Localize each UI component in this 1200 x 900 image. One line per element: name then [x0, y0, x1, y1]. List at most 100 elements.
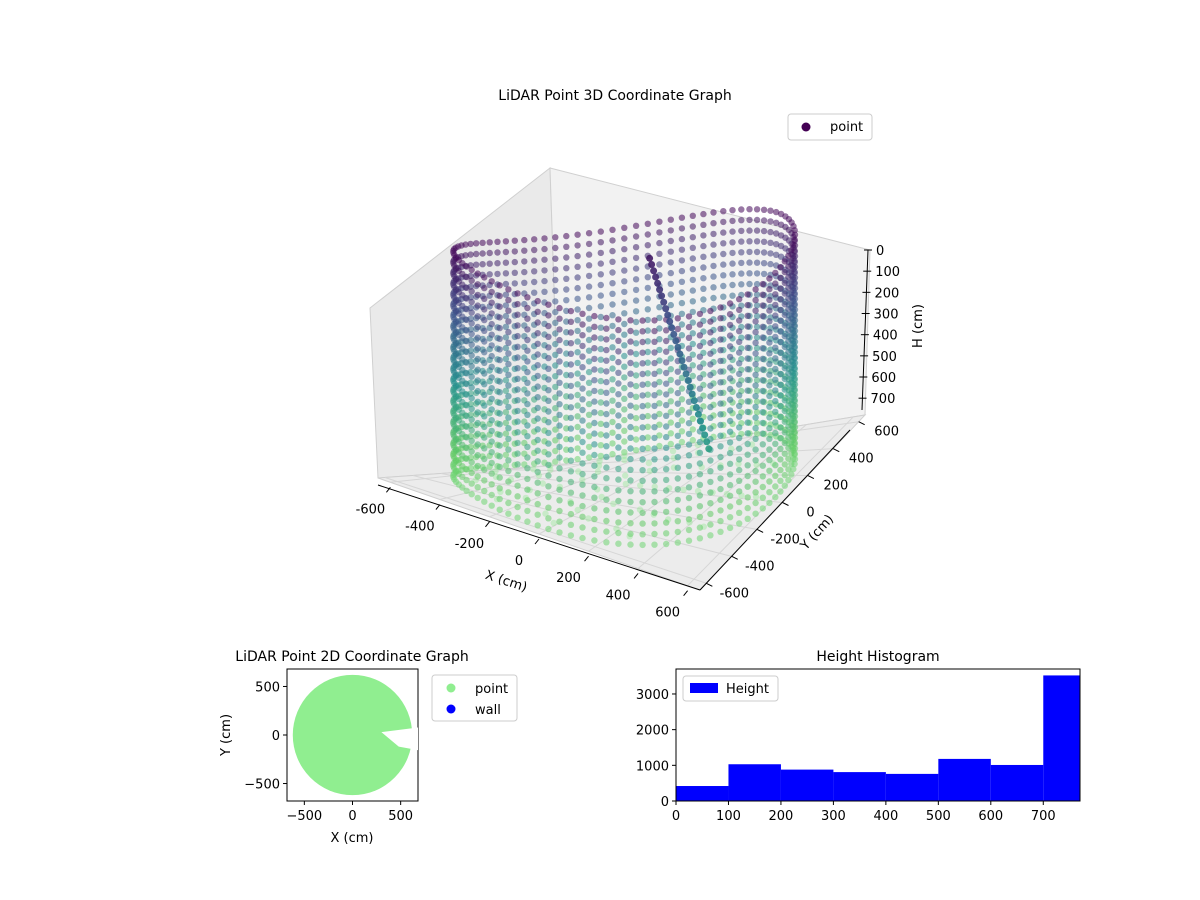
data-point [772, 451, 779, 458]
data-point [552, 351, 559, 358]
data-point [753, 323, 761, 330]
data-point [790, 433, 797, 441]
data-point [656, 239, 663, 247]
data-point [505, 499, 512, 507]
data-point [468, 426, 475, 434]
data-point [777, 392, 784, 399]
data-point [759, 334, 766, 341]
data-point [603, 410, 610, 418]
data-point [663, 337, 670, 345]
data-point [663, 519, 670, 526]
data-point [788, 300, 795, 307]
histogram-bar [938, 758, 991, 801]
data-point [468, 330, 475, 338]
data-point [556, 465, 563, 472]
data-point [753, 355, 761, 362]
data-point [556, 379, 563, 386]
data-point [514, 439, 521, 447]
data-point [690, 397, 698, 405]
data-point [563, 414, 570, 421]
data-point [753, 259, 761, 266]
data-point [534, 522, 541, 529]
data-point [632, 222, 640, 229]
data-point [772, 462, 779, 469]
data-point [738, 238, 745, 245]
data-point [772, 333, 779, 341]
data-point [627, 434, 634, 441]
data-point [603, 368, 610, 375]
data-point [667, 376, 674, 384]
data-point [639, 370, 646, 378]
data-point [574, 317, 581, 324]
data-point [591, 312, 598, 320]
data-point [481, 498, 488, 505]
data-point [788, 439, 795, 446]
data-point [781, 429, 788, 436]
data-point [639, 381, 646, 388]
data-point [766, 318, 773, 325]
data-point [473, 240, 480, 247]
z-tick-label-3d: 0 [876, 244, 884, 259]
data-point [767, 228, 774, 236]
data-point [627, 349, 634, 356]
data-point [627, 359, 634, 367]
z-tick-label-3d: 300 [874, 308, 899, 323]
data-point [689, 244, 696, 251]
data-point [753, 248, 761, 256]
data-point [674, 432, 681, 439]
data-point [524, 422, 531, 429]
data-point [615, 433, 622, 441]
x-axis-label-3d: X (cm) [483, 568, 529, 596]
data-point [760, 238, 768, 245]
data-point [744, 451, 751, 458]
data-point [766, 350, 773, 357]
data-point [790, 305, 797, 313]
data-point [710, 262, 717, 270]
data-point [609, 333, 616, 340]
data-point [753, 344, 761, 352]
scatter-2d-points [292, 674, 418, 796]
data-point [463, 273, 470, 281]
data-point [621, 267, 628, 274]
data-point [644, 434, 651, 441]
data-point [667, 398, 674, 405]
data-point [663, 540, 670, 548]
data-point [674, 343, 682, 351]
data-point [772, 312, 779, 319]
data-point [514, 450, 521, 457]
data-point [595, 462, 603, 469]
data-point [644, 359, 651, 366]
data-point [781, 418, 788, 425]
data-point [609, 258, 616, 265]
data-point [534, 319, 541, 326]
data-point [766, 424, 773, 432]
data-point [772, 344, 779, 351]
data-point [609, 269, 616, 276]
data-point [656, 336, 663, 343]
data-point [663, 412, 670, 419]
data-point [463, 338, 470, 345]
data-point [726, 417, 734, 425]
data-point [788, 407, 795, 414]
data-point [788, 428, 795, 435]
data-point [644, 242, 651, 249]
x-tick-label-hist: 100 [716, 809, 741, 824]
data-point [685, 452, 693, 459]
data-point [627, 530, 634, 538]
z-tick-label-3d: 400 [873, 329, 898, 344]
data-point [597, 431, 604, 438]
data-point [603, 443, 610, 450]
data-point [752, 307, 759, 314]
data-point [591, 515, 598, 523]
data-point [597, 409, 604, 417]
data-point [685, 409, 693, 416]
data-point [759, 505, 766, 512]
data-point [603, 378, 610, 386]
data-point [639, 402, 646, 410]
data-point [552, 266, 559, 273]
data-point [744, 301, 751, 309]
data-point [663, 423, 670, 430]
data-point [552, 298, 559, 305]
data-point [563, 254, 570, 261]
